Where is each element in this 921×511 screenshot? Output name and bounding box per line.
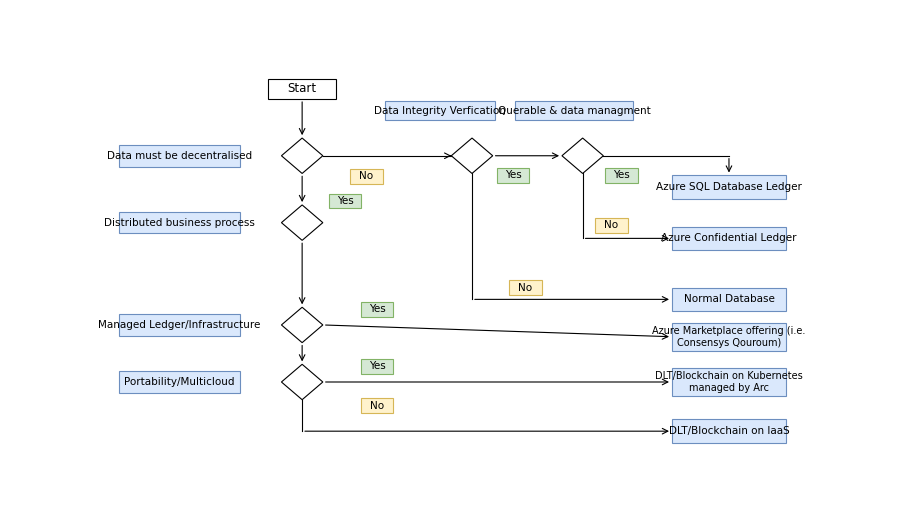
FancyBboxPatch shape: [361, 398, 393, 413]
Text: Azure Confidential Ledger: Azure Confidential Ledger: [661, 234, 797, 243]
FancyBboxPatch shape: [496, 168, 530, 183]
Text: Data must be decentralised: Data must be decentralised: [107, 151, 252, 161]
Text: No: No: [519, 283, 532, 293]
FancyBboxPatch shape: [509, 280, 542, 295]
Text: No: No: [370, 401, 384, 411]
FancyBboxPatch shape: [605, 168, 637, 183]
FancyBboxPatch shape: [672, 322, 786, 351]
Text: No: No: [604, 220, 618, 230]
FancyBboxPatch shape: [672, 288, 786, 311]
Text: Azure Marketplace offering (i.e.
Consensys Qouroum): Azure Marketplace offering (i.e. Consens…: [652, 326, 806, 347]
FancyBboxPatch shape: [672, 420, 786, 443]
Text: Azure SQL Database Ledger: Azure SQL Database Ledger: [656, 182, 802, 192]
Text: Yes: Yes: [368, 361, 386, 371]
Text: Managed Ledger/Infrastructure: Managed Ledger/Infrastructure: [99, 320, 261, 330]
Text: Yes: Yes: [612, 171, 630, 180]
Text: Portability/Multicloud: Portability/Multicloud: [124, 377, 235, 387]
FancyBboxPatch shape: [672, 368, 786, 396]
FancyBboxPatch shape: [361, 301, 393, 317]
Text: Start: Start: [287, 82, 317, 96]
Text: Data Integrity Verfication: Data Integrity Verfication: [374, 105, 506, 115]
Text: Yes: Yes: [368, 304, 386, 314]
Polygon shape: [282, 307, 323, 343]
FancyBboxPatch shape: [119, 314, 240, 336]
Polygon shape: [282, 205, 323, 240]
Text: No: No: [359, 171, 373, 181]
Text: Normal Database: Normal Database: [683, 294, 775, 305]
Text: Yes: Yes: [336, 196, 354, 206]
Text: DLT/Blockchain on IaaS: DLT/Blockchain on IaaS: [669, 426, 789, 436]
FancyBboxPatch shape: [385, 101, 495, 120]
FancyBboxPatch shape: [672, 226, 786, 250]
FancyBboxPatch shape: [672, 175, 786, 199]
FancyBboxPatch shape: [350, 169, 383, 183]
FancyBboxPatch shape: [268, 79, 336, 99]
Text: Querable & data managment: Querable & data managment: [497, 105, 650, 115]
Polygon shape: [562, 138, 603, 173]
FancyBboxPatch shape: [119, 371, 240, 393]
FancyBboxPatch shape: [329, 194, 361, 208]
FancyBboxPatch shape: [119, 212, 240, 234]
Polygon shape: [282, 364, 323, 400]
FancyBboxPatch shape: [361, 359, 393, 374]
Text: Yes: Yes: [505, 171, 521, 180]
Text: DLT/Blockchain on Kubernetes
managed by Arc: DLT/Blockchain on Kubernetes managed by …: [655, 371, 803, 393]
FancyBboxPatch shape: [595, 218, 627, 233]
Polygon shape: [282, 138, 323, 173]
FancyBboxPatch shape: [119, 145, 240, 167]
Polygon shape: [451, 138, 493, 173]
FancyBboxPatch shape: [515, 101, 633, 120]
Text: Distributed business process: Distributed business process: [104, 218, 255, 227]
